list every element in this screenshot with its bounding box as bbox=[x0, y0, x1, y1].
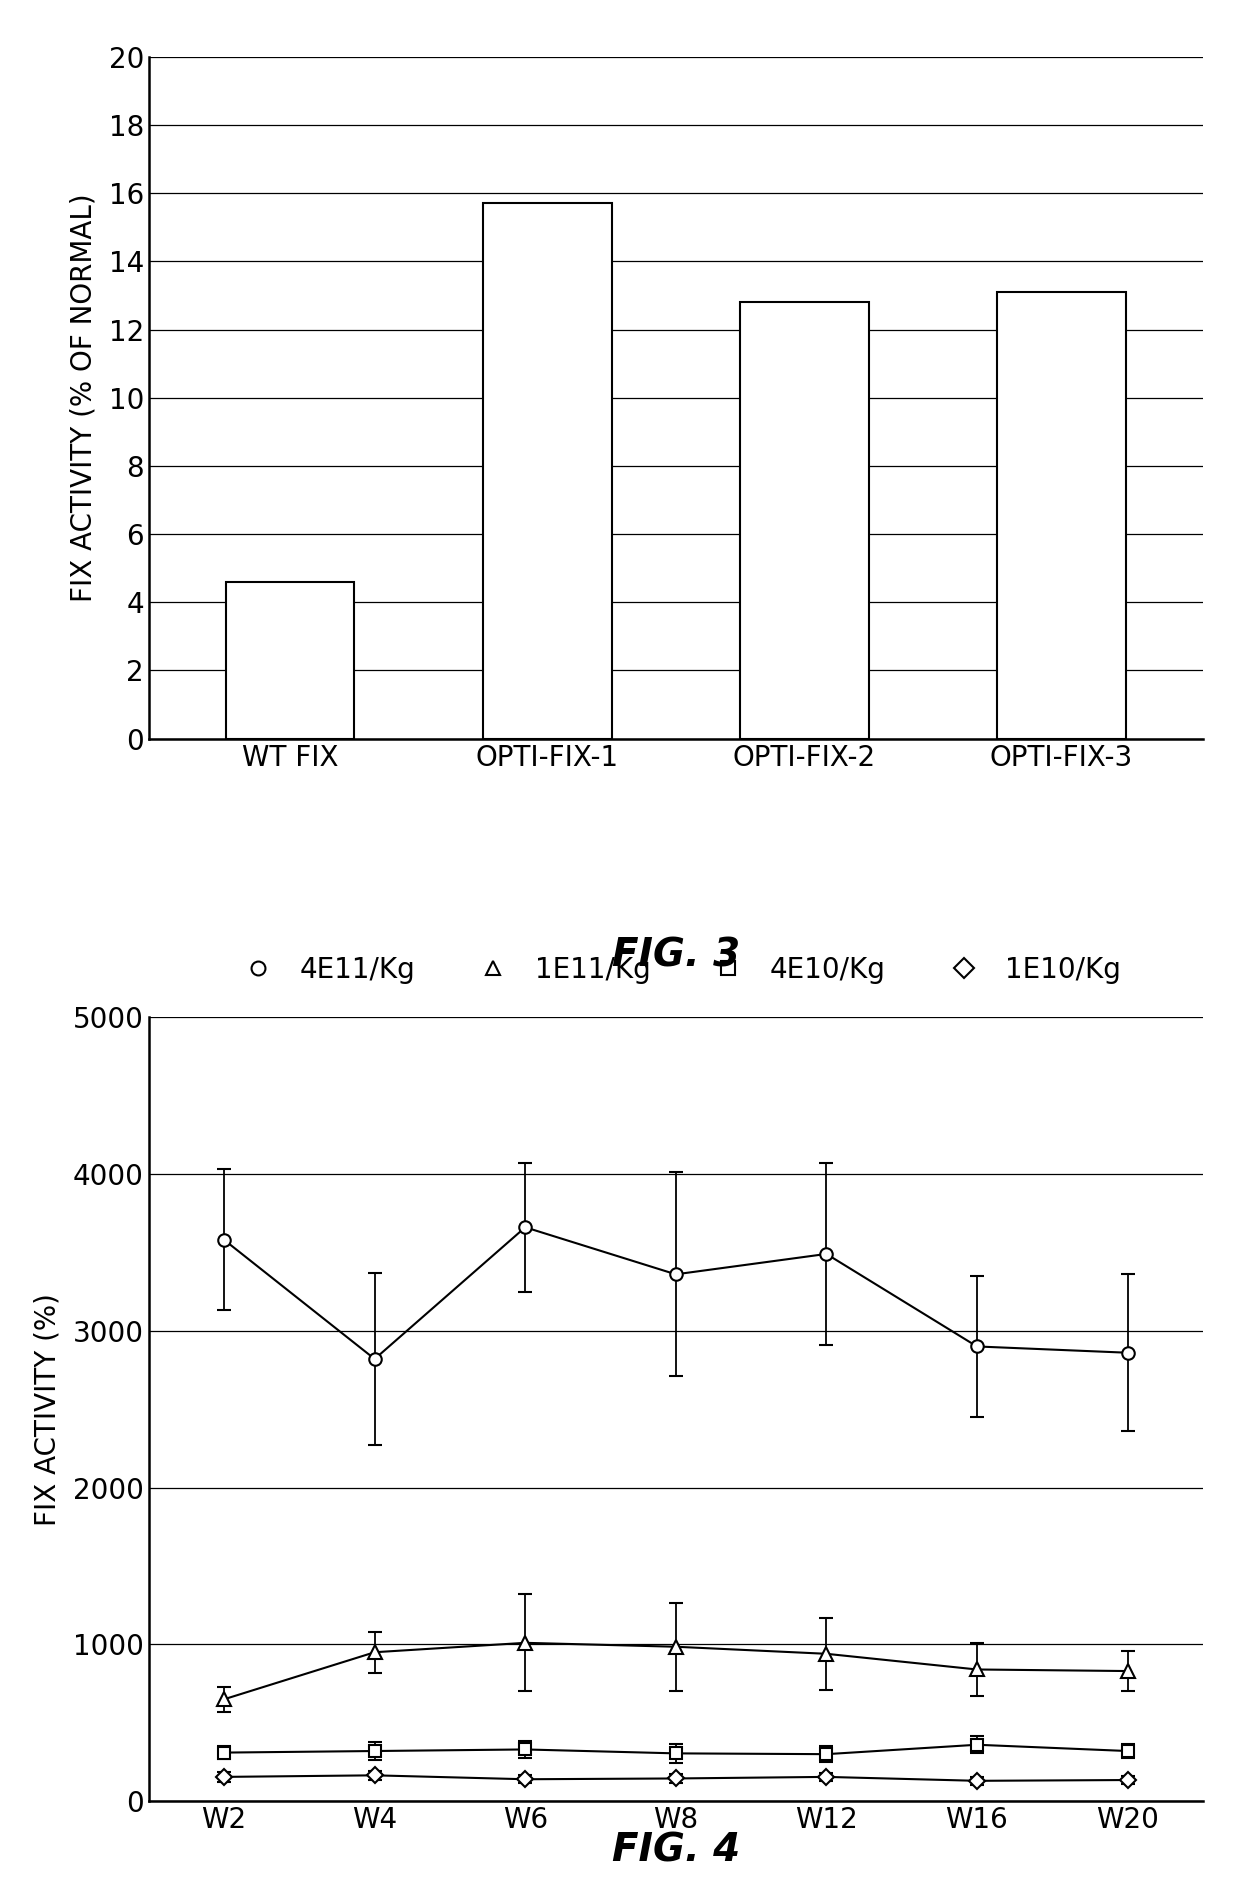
Bar bbox=[226, 582, 355, 739]
Y-axis label: FIX ACTIVITY (% OF NORMAL): FIX ACTIVITY (% OF NORMAL) bbox=[69, 193, 98, 603]
Bar bbox=[740, 301, 868, 739]
Bar bbox=[997, 292, 1126, 739]
Text: FIG. 4: FIG. 4 bbox=[611, 1832, 740, 1869]
Text: FIG. 3: FIG. 3 bbox=[611, 937, 740, 975]
Legend: 4E11/Kg, 1E11/Kg, 4E10/Kg, 1E10/Kg: 4E11/Kg, 1E11/Kg, 4E10/Kg, 1E10/Kg bbox=[219, 944, 1132, 995]
Y-axis label: FIX ACTIVITY (%): FIX ACTIVITY (%) bbox=[33, 1293, 62, 1526]
Bar bbox=[484, 203, 611, 739]
